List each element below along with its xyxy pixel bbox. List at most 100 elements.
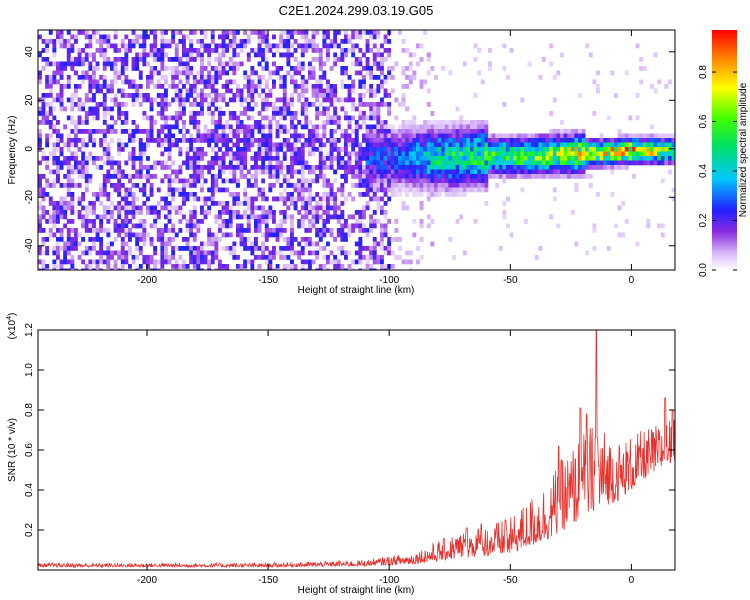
heatmap-cell	[311, 241, 316, 247]
heatmap-cell	[358, 57, 363, 62]
heatmap-cell	[160, 129, 165, 134]
heatmap-cell	[124, 79, 129, 85]
heatmap-cell	[45, 264, 50, 269]
heatmap-cell	[423, 169, 428, 175]
heatmap-cell	[372, 237, 377, 242]
heatmap-cell	[282, 39, 287, 44]
heatmap-cell	[228, 138, 233, 143]
heatmap-cell	[358, 160, 363, 166]
heatmap-cell	[344, 174, 348, 179]
heatmap-cell	[617, 232, 622, 238]
heatmap-cell	[66, 192, 71, 197]
heatmap-cell	[117, 187, 122, 193]
heatmap-cell	[66, 268, 71, 270]
heatmap-cell	[236, 129, 240, 134]
heatmap-cell	[210, 255, 215, 260]
heatmap-cell	[394, 151, 399, 157]
heatmap-cell	[318, 246, 323, 251]
heatmap-cell	[578, 138, 582, 143]
heatmap-cell	[329, 232, 334, 238]
heatmap-cell	[88, 75, 93, 80]
heatmap-cell	[207, 165, 212, 170]
heatmap-cell	[131, 255, 136, 260]
heatmap-cell	[336, 264, 341, 269]
heatmap-cell	[308, 259, 312, 265]
heatmap-cell	[660, 178, 665, 184]
heatmap-cell	[203, 255, 208, 260]
heatmap-cell	[120, 241, 125, 247]
heatmap-cell	[41, 106, 46, 112]
heatmap-cell	[383, 228, 388, 233]
heatmap-cell	[538, 75, 543, 80]
heatmap-cell	[466, 183, 471, 188]
heatmap-cell	[311, 151, 316, 157]
heatmap-cell	[452, 160, 456, 166]
heatmap-cell	[560, 174, 564, 179]
heatmap-cell	[182, 39, 186, 44]
heatmap-cell	[200, 102, 204, 107]
heatmap-cell	[617, 138, 622, 143]
heatmap-cell	[214, 133, 219, 139]
heatmap-cell	[261, 205, 266, 211]
heatmap-cell	[308, 178, 312, 184]
heatmap-cell	[268, 75, 273, 80]
heatmap-cell	[232, 79, 237, 85]
heatmap-cell	[171, 70, 176, 76]
heatmap-cell	[351, 48, 356, 53]
heatmap-cell	[221, 160, 226, 166]
heatmap-cell	[358, 241, 363, 247]
heatmap-cell	[437, 178, 442, 184]
heatmap-cell	[426, 223, 431, 229]
heatmap-cell	[452, 169, 456, 175]
heatmap-cell	[502, 147, 507, 152]
heatmap-cell	[214, 75, 219, 80]
heatmap-cell	[41, 264, 46, 269]
heatmap-cell	[124, 228, 129, 233]
heatmap-cell	[272, 183, 276, 188]
heatmap-cell	[455, 156, 460, 161]
spectrogram-cells	[38, 30, 675, 270]
heatmap-cell	[300, 43, 305, 49]
heatmap-cell	[117, 106, 122, 112]
heatmap-cell	[408, 129, 413, 134]
heatmap-cell	[596, 165, 600, 170]
heatmap-cell	[239, 97, 244, 103]
heatmap-cell	[484, 165, 489, 170]
heatmap-cell	[214, 43, 219, 49]
heatmap-cell	[632, 156, 636, 161]
heatmap-cell	[70, 228, 75, 233]
heatmap-cell	[192, 84, 197, 89]
heatmap-cell	[135, 196, 140, 202]
heatmap-cell	[275, 129, 280, 134]
heatmap-cell	[146, 196, 150, 202]
heatmap-cell	[534, 147, 539, 152]
heatmap-cell	[142, 57, 147, 62]
heatmap-cell	[88, 223, 93, 229]
heatmap-cell	[596, 160, 600, 166]
heatmap-cell	[567, 129, 572, 134]
heatmap-cell	[282, 52, 287, 58]
heatmap-cell	[142, 97, 147, 103]
heatmap-cell	[84, 183, 89, 188]
heatmap-cell	[66, 169, 71, 175]
heatmap-cell	[196, 138, 201, 143]
heatmap-cell	[254, 160, 258, 166]
heatmap-cell	[120, 39, 125, 44]
y-tick-label: 0.4	[24, 483, 35, 497]
heatmap-cell	[272, 102, 276, 107]
heatmap-cell	[279, 129, 284, 134]
heatmap-cell	[448, 142, 453, 148]
heatmap-cell	[430, 133, 435, 139]
heatmap-cell	[63, 160, 68, 166]
heatmap-cell	[120, 79, 125, 85]
heatmap-cell	[293, 205, 298, 211]
heatmap-cell	[164, 205, 168, 211]
heatmap-cell	[293, 169, 298, 175]
heatmap-cell	[387, 102, 392, 107]
heatmap-cell	[95, 156, 100, 161]
heatmap-cell	[207, 111, 212, 116]
heatmap-cell	[246, 75, 251, 80]
heatmap-cell	[380, 151, 384, 157]
heatmap-cell	[232, 214, 237, 220]
heatmap-cell	[329, 66, 334, 71]
